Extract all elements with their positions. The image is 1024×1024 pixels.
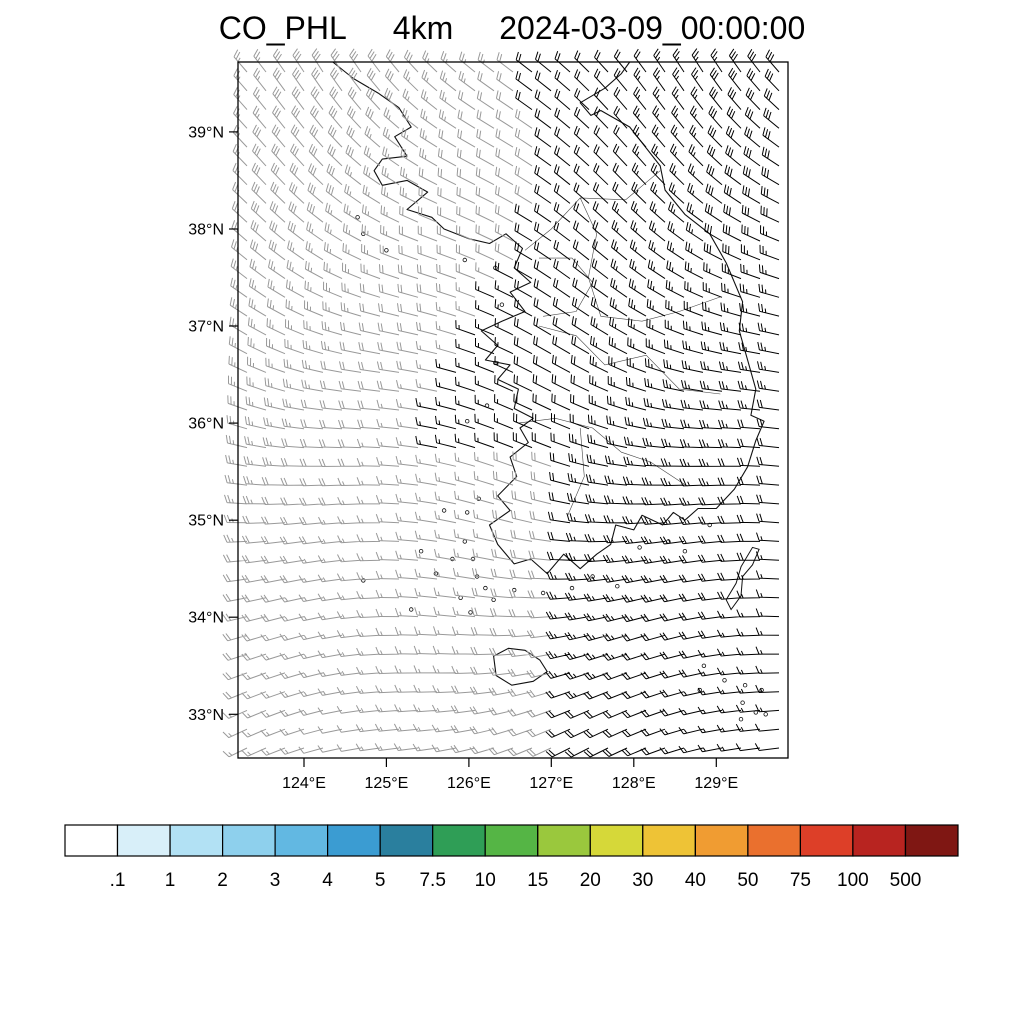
small-island [740, 700, 745, 705]
colorbar-cell [432, 824, 486, 857]
map-frame [237, 61, 789, 759]
small-island [742, 683, 748, 688]
colorbar-tick-label: 500 [890, 870, 922, 891]
colorbar-cell [484, 824, 539, 857]
colorbar-cell [589, 824, 644, 857]
colorbar-cell [904, 824, 959, 857]
colorbar-tick-label: 2 [217, 870, 228, 891]
island-tsushima [725, 546, 760, 611]
colorbar-tick-label: 30 [632, 870, 653, 891]
colorbar-tick-label: 4 [322, 870, 333, 891]
colorbar-tick-label: 50 [737, 870, 758, 891]
small-island [738, 717, 744, 722]
small-island [763, 712, 768, 717]
wind-barbs-strong [415, 48, 780, 758]
province-boundary [524, 170, 661, 251]
lat-tick-label: 36°N [188, 416, 224, 433]
small-island [682, 549, 688, 554]
colorbar-cell [327, 824, 381, 857]
small-island [462, 257, 467, 263]
colorbar-cell [747, 824, 802, 857]
small-island [722, 678, 727, 683]
colorbar-tick-label: 100 [837, 870, 869, 891]
small-island [590, 574, 595, 579]
colorbar: .1 1 2 3 4 5 7.5 10 15 20 30 40 50 75 100 500 [64, 824, 959, 891]
lon-tick-label: 129°E [694, 775, 738, 792]
province-boundary [538, 325, 721, 395]
colorbar-tick-label: 3 [270, 870, 281, 891]
colorbar-tick-label: 40 [685, 870, 706, 891]
small-island [569, 585, 575, 591]
small-island [468, 610, 473, 615]
wind-barbs-weak [222, 48, 552, 758]
lat-tick-label: 33°N [188, 707, 224, 724]
small-island [540, 590, 546, 596]
small-island [418, 549, 424, 554]
title-variable: CO_PHL [218, 10, 347, 46]
title-resolution: 4km [392, 10, 454, 46]
lat-tick-label: 38°N [188, 222, 224, 239]
small-island [441, 508, 447, 513]
lon-tick-label: 124°E [282, 775, 326, 792]
title-timestamp: 2024-03-09_00:00:00 [499, 10, 806, 46]
colorbar-cell [116, 824, 171, 857]
lat-tick-label: 35°N [188, 513, 224, 530]
colorbar-cell [537, 824, 591, 857]
colorbar-tick-label: 7.5 [419, 870, 445, 891]
small-island [465, 510, 470, 515]
plot-title: CO_PHL 4km 2024-03-09_00:00:00 [0, 10, 1024, 47]
small-island [465, 419, 470, 424]
small-island [462, 539, 467, 544]
colorbar-cell [274, 824, 329, 857]
lat-tick-label: 39°N [188, 124, 224, 141]
colorbar-tick-label: .1 [110, 870, 126, 891]
small-island [637, 545, 642, 550]
small-island [483, 585, 488, 591]
colorbar-tick-label: 15 [527, 870, 548, 891]
lon-tick-label: 125°E [365, 775, 409, 792]
colorbar-cell [64, 824, 119, 857]
lon-tick-label: 128°E [612, 775, 656, 792]
province-boundary [567, 427, 585, 516]
colorbar-tick-label: 75 [790, 870, 811, 891]
colorbar-cell [799, 824, 854, 857]
province-boundary [579, 197, 721, 322]
coastline-korea [332, 61, 765, 575]
small-island [355, 215, 360, 220]
colorbar-tick-label: 1 [165, 870, 176, 891]
colorbar-cell [694, 824, 749, 857]
colorbar-tick-label: 20 [580, 870, 601, 891]
small-island [499, 302, 505, 307]
lat-tick-label: 34°N [188, 610, 224, 627]
small-island [409, 607, 414, 612]
lat-tick-label: 37°N [188, 319, 224, 336]
colorbar-cell [642, 824, 696, 857]
small-island [701, 663, 707, 668]
colorbar-cell [169, 824, 224, 857]
colorbar-tick-label: 5 [375, 870, 386, 891]
small-island [491, 597, 496, 602]
lon-tick-label: 127°E [529, 775, 573, 792]
province-boundary [539, 257, 593, 317]
colorbar-cell [852, 824, 907, 857]
small-island [615, 584, 620, 589]
colorbar-tick-label: 10 [475, 870, 496, 891]
colorbar-cell [379, 824, 434, 857]
map-plot: 39°N 38°N 37°N 36°N 35°N 34°N 33°N 124°E 125°E 12… [188, 48, 789, 792]
lon-tick-label: 126°E [447, 775, 491, 792]
island-jeju [493, 647, 548, 686]
small-island [384, 248, 389, 253]
colorbar-cell [222, 824, 276, 857]
